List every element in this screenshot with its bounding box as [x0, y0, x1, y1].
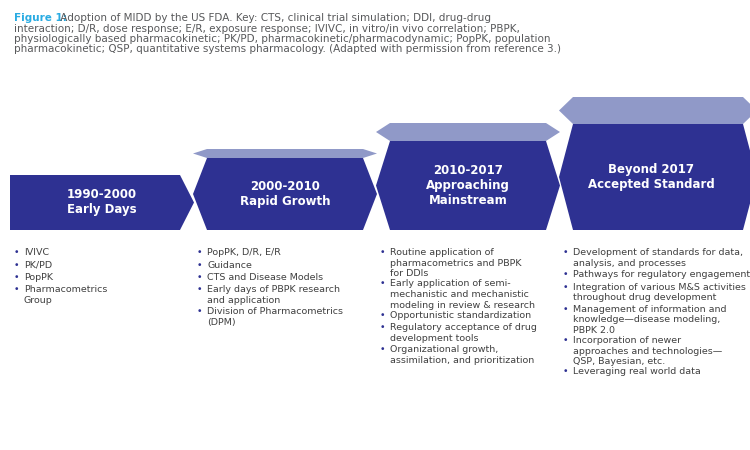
- Text: IVIVC: IVIVC: [24, 248, 50, 257]
- Text: •: •: [563, 283, 568, 292]
- Text: Regulatory acceptance of drug
development tools: Regulatory acceptance of drug developmen…: [390, 324, 537, 343]
- Text: •: •: [197, 248, 202, 257]
- Text: interaction; D/R, dose response; E/R, exposure response; IVIVC, in vitro/in vivo: interaction; D/R, dose response; E/R, ex…: [14, 23, 520, 33]
- Text: 2000-2010
Rapid Growth: 2000-2010 Rapid Growth: [240, 180, 330, 208]
- Text: •: •: [380, 279, 386, 288]
- Text: 2010-2017
Approaching
Mainstream: 2010-2017 Approaching Mainstream: [426, 164, 510, 207]
- Text: PK/PD: PK/PD: [24, 261, 52, 270]
- Text: Division of Pharmacometrics
(DPM): Division of Pharmacometrics (DPM): [207, 307, 343, 327]
- Text: •: •: [197, 307, 202, 316]
- Polygon shape: [193, 158, 377, 230]
- Polygon shape: [376, 123, 560, 141]
- Text: •: •: [14, 248, 20, 257]
- Text: Pathways for regulatory engagement: Pathways for regulatory engagement: [573, 270, 750, 279]
- Text: •: •: [563, 248, 568, 257]
- Text: Integration of various M&S activities
throughout drug development: Integration of various M&S activities th…: [573, 283, 746, 302]
- Text: PopPK: PopPK: [24, 273, 53, 282]
- Text: •: •: [14, 261, 20, 270]
- Text: Early days of PBPK research
and application: Early days of PBPK research and applicat…: [207, 285, 340, 305]
- Text: Guidance: Guidance: [207, 261, 252, 270]
- Text: Development of standards for data,
analysis, and processes: Development of standards for data, analy…: [573, 248, 743, 268]
- Text: •: •: [563, 305, 568, 314]
- Text: physiologically based pharmacokinetic; PK/PD, pharmacokinetic/pharmacodynamic; P: physiologically based pharmacokinetic; P…: [14, 34, 550, 44]
- Text: Beyond 2017
Accepted Standard: Beyond 2017 Accepted Standard: [588, 163, 714, 191]
- Text: •: •: [197, 285, 202, 294]
- Text: Incorporation of newer
approaches and technologies—
QSP, Bayesian, etc.: Incorporation of newer approaches and te…: [573, 336, 722, 366]
- Text: •: •: [563, 336, 568, 345]
- Text: Pharmacometrics
Group: Pharmacometrics Group: [24, 285, 107, 305]
- Text: Adoption of MIDD by the US FDA. Key: CTS, clinical trial simulation; DDI, drug-d: Adoption of MIDD by the US FDA. Key: CTS…: [57, 13, 491, 23]
- Text: Leveraging real world data: Leveraging real world data: [573, 368, 700, 377]
- Text: Early application of semi-
mechanistic and mechanistic
modeling in review & rese: Early application of semi- mechanistic a…: [390, 279, 535, 310]
- Polygon shape: [10, 175, 194, 230]
- Text: Figure 1:: Figure 1:: [14, 13, 67, 23]
- Polygon shape: [376, 141, 560, 230]
- Text: Organizational growth,
assimilation, and prioritization: Organizational growth, assimilation, and…: [390, 346, 534, 365]
- Polygon shape: [193, 149, 377, 158]
- Text: PopPK, D/R, E/R: PopPK, D/R, E/R: [207, 248, 280, 257]
- Text: pharmacokinetic; QSP, quantitative systems pharmacology. (Adapted with permissio: pharmacokinetic; QSP, quantitative syste…: [14, 45, 561, 54]
- Text: •: •: [14, 273, 20, 282]
- Polygon shape: [559, 124, 750, 230]
- Text: Opportunistic standardization: Opportunistic standardization: [390, 311, 531, 320]
- Text: •: •: [380, 324, 386, 333]
- Text: 1990-2000
Early Days: 1990-2000 Early Days: [67, 189, 137, 216]
- Text: Management of information and
knowledge—disease modeling,
PBPK 2.0: Management of information and knowledge—…: [573, 305, 727, 335]
- Text: •: •: [14, 285, 20, 294]
- Text: •: •: [563, 270, 568, 279]
- Text: •: •: [380, 248, 386, 257]
- Text: •: •: [380, 311, 386, 320]
- Text: •: •: [380, 346, 386, 355]
- Polygon shape: [559, 97, 750, 124]
- Text: •: •: [197, 261, 202, 270]
- Text: •: •: [197, 273, 202, 282]
- Text: CTS and Disease Models: CTS and Disease Models: [207, 273, 323, 282]
- Text: •: •: [563, 368, 568, 377]
- Text: Routine application of
pharmacometrics and PBPK
for DDIs: Routine application of pharmacometrics a…: [390, 248, 521, 279]
